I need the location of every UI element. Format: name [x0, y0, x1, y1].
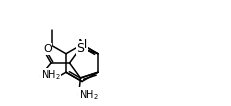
- Text: O: O: [43, 44, 52, 54]
- Text: NH$_2$: NH$_2$: [78, 88, 98, 102]
- Text: NH$_2$: NH$_2$: [40, 69, 60, 82]
- Text: S: S: [76, 42, 84, 54]
- Text: N: N: [77, 38, 86, 51]
